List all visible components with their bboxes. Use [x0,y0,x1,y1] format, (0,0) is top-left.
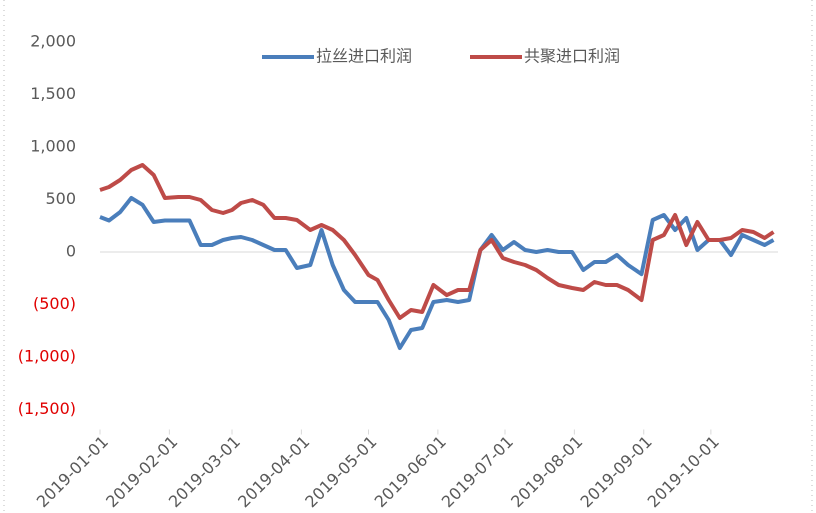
y-tick-label: (1,500) [18,399,76,418]
y-tick-label: 0 [66,242,76,261]
y-tick-label: 1,000 [30,137,76,156]
x-tick-label: 2019-01-01 [33,432,112,511]
x-tick-label: 2019-08-01 [507,432,586,511]
y-tick-label: 500 [45,189,76,208]
legend-label: 拉丝进口利润 [316,47,412,66]
x-tick-label: 2019-07-01 [438,432,517,511]
y-tick-label: (500) [33,294,76,313]
series-line [99,163,775,320]
series-line [99,196,775,350]
y-tick-label: 1,500 [30,84,76,103]
y-tick-label: 2,000 [30,32,76,51]
x-tick-label: 2019-05-01 [301,432,380,511]
x-tick-label: 2019-10-01 [644,432,723,511]
y-tick-label: (1,000) [18,347,76,366]
legend-label: 共聚进口利润 [524,47,620,66]
